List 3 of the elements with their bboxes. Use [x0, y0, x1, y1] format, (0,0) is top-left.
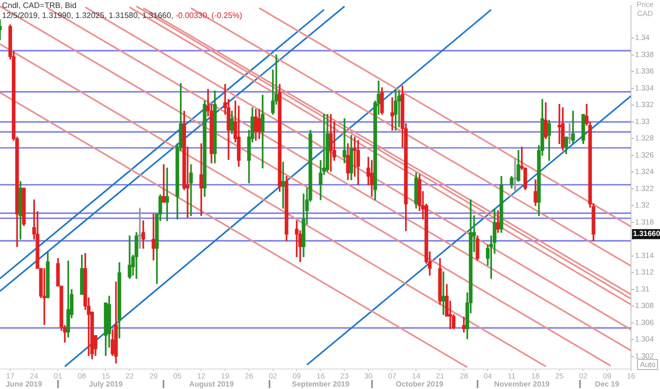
chart-title: Cndl, CAD=TRB, Bid	[2, 1, 78, 11]
text: 12/5/2019, 1.31990, 1.32025, 1.31580, 1.31660,	[2, 11, 174, 20]
annotation: -0.00330, (-0.25%)	[176, 11, 242, 20]
